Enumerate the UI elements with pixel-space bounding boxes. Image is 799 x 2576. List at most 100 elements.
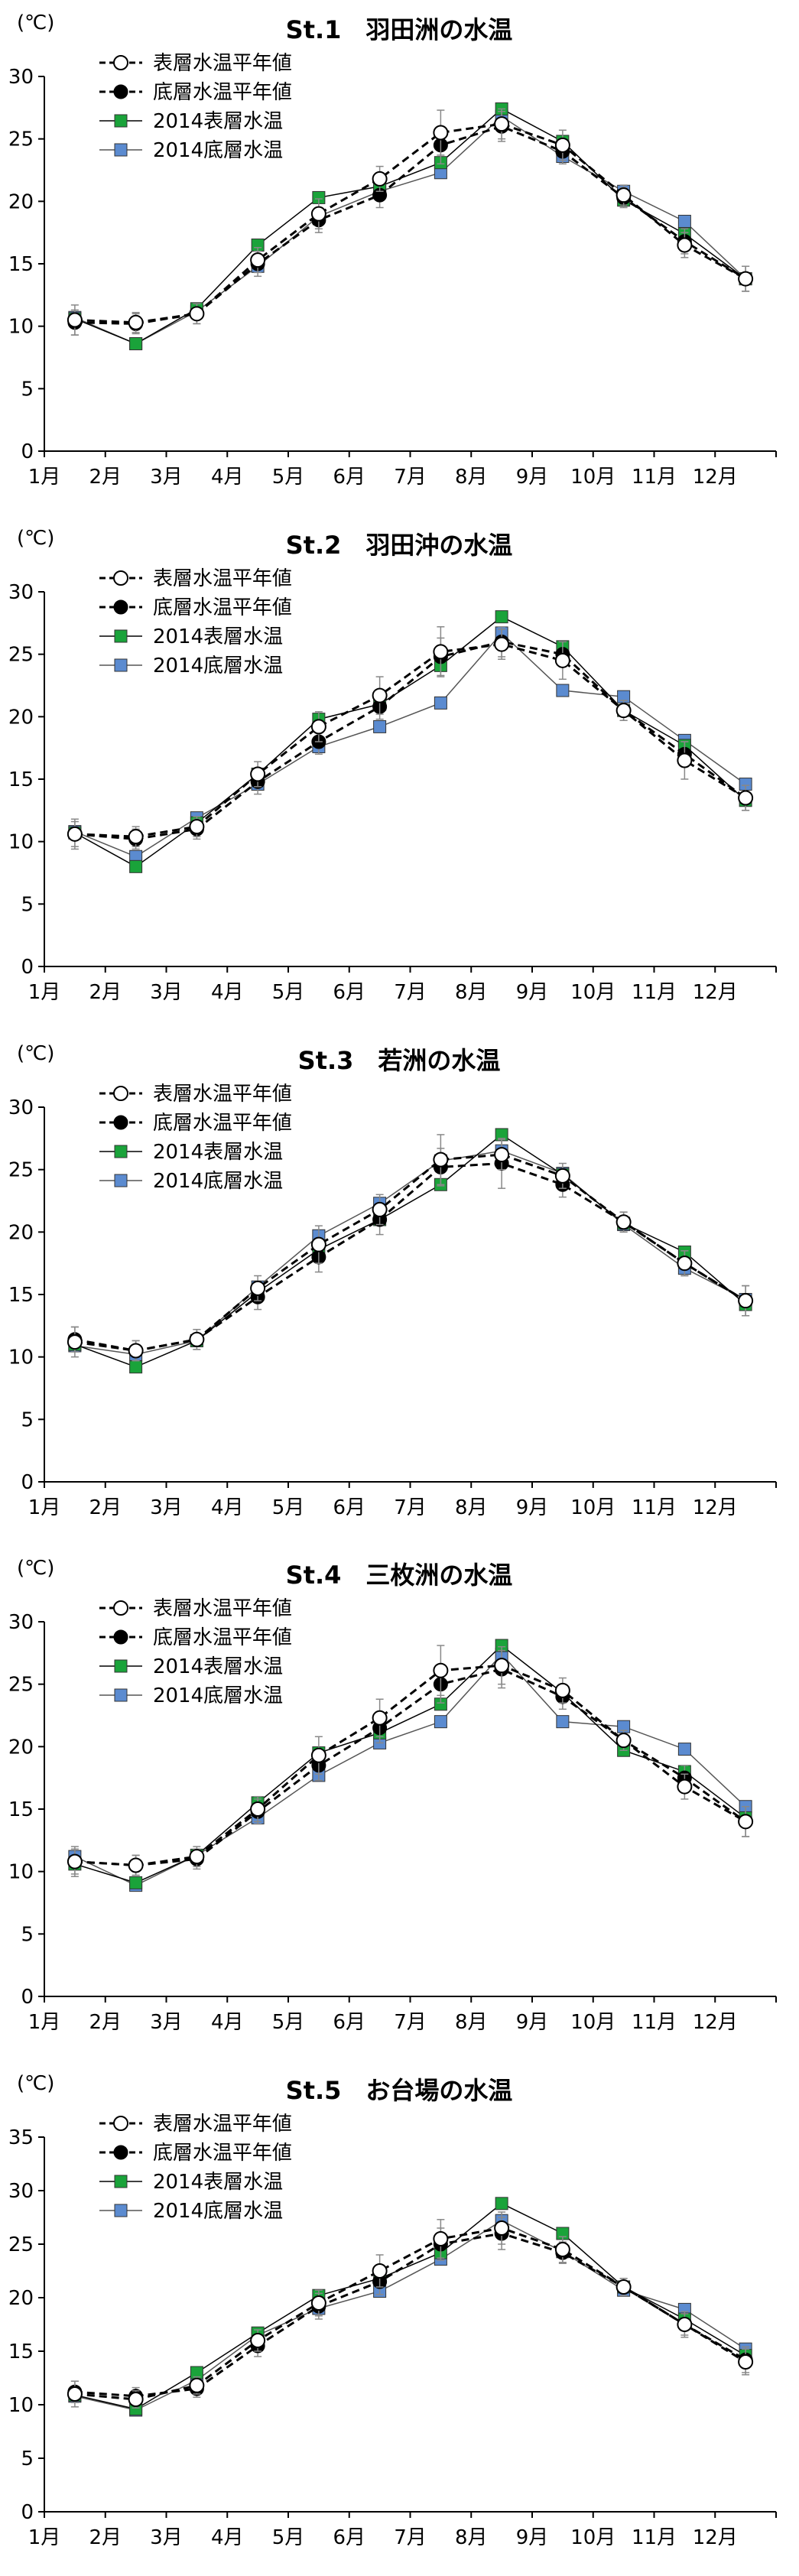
legend-marker [113,1085,129,1101]
x-tick-label: 8月 [455,1496,488,1519]
x-tick-label: 4月 [211,2526,244,2549]
data-point [67,1853,83,1869]
series-line [74,642,746,838]
series-1 [67,1133,754,1361]
y-tick-label: 35 [8,2126,34,2149]
legend-marker [114,143,128,157]
data-point [738,1292,754,1308]
legend-label: 表層水温平年値 [153,1597,292,1620]
legend-label: 2014表層水温 [153,1655,283,1678]
x-tick-label: 12月 [693,981,738,1004]
data-point [310,1748,326,1764]
legend-label: 底層水温平年値 [153,2142,292,2165]
y-tick-label: 10 [8,1346,34,1369]
y-tick-label: 15 [8,1284,34,1307]
legend-marker [113,84,128,99]
legend-entry-4: 2014底層水温 [99,2200,283,2223]
legend-marker [113,1115,128,1130]
x-tick-label: 1月 [28,2011,61,2034]
data-point [250,1280,266,1296]
unit-label: (℃) [17,2072,54,2095]
data-point [434,696,447,710]
series-1 [67,1645,754,1878]
data-point [677,1255,693,1271]
data-point [189,1331,205,1347]
legend-marker [114,114,128,128]
x-tick-label: 2月 [89,2526,122,2549]
x-tick-label: 8月 [455,2526,488,2549]
data-point [67,1333,83,1350]
x-tick-label: 11月 [632,981,677,1004]
data-point [128,314,144,330]
data-point [129,337,143,351]
data-point [372,171,388,187]
unit-label: (℃) [17,1557,54,1580]
y-tick-label: 15 [8,1798,34,1821]
y-tick-label: 20 [8,1736,34,1759]
y-tick-label: 30 [8,1096,34,1119]
legend-marker [113,1600,129,1616]
legend-entry-3: 2014表層水温 [99,1655,283,1678]
x-tick-label: 10月 [570,2526,615,2549]
y-tick-label: 5 [21,893,34,916]
data-point [677,1779,693,1795]
legend-entry-2: 底層水温平年値 [99,596,292,619]
x-tick-label: 12月 [693,466,738,489]
data-point [677,2317,693,2333]
legend-label: 底層水温平年値 [153,1626,292,1649]
data-point [495,2197,508,2211]
data-point [554,2242,570,2258]
data-point [554,137,570,153]
series-3 [68,609,752,873]
chart-panel-2: (℃) St.2 羽田沖の水温 0 5 10 15 20 25 30 1月 2月 3月 4月 5月 6月 7月… [8,527,777,1004]
data-point [738,2354,754,2370]
data-point [677,237,693,253]
legend-entry-1: 表層水温平年値 [99,1597,292,1620]
legend-label: 底層水温平年値 [153,81,292,104]
series-2 [67,2217,753,2405]
data-point [372,687,388,703]
x-tick-label: 10月 [570,1496,615,1519]
chart-title: St.1 羽田洲の水温 [286,15,513,44]
series-4 [68,2214,752,2417]
data-point [554,652,570,668]
legend-marker [113,2145,128,2160]
y-tick-label: 25 [8,2233,34,2256]
x-tick-label: 10月 [570,466,615,489]
legend-label: 2014底層水温 [153,2200,283,2223]
data-point [250,766,266,782]
data-point [677,214,691,228]
x-tick-label: 10月 [570,2011,615,2034]
legend-label: 2014底層水温 [153,655,283,677]
y-tick-label: 15 [8,768,34,791]
chart-panel-4: (℃) St.4 三枚洲の水温 0 5 10 15 20 25 30 1月 2月 3月 4月 5月 6月 7月… [8,1557,777,2034]
series-line [74,1668,746,1867]
data-point [556,1715,570,1729]
y-tick-label: 5 [21,1408,34,1431]
x-tick-label: 5月 [272,2011,305,2034]
x-tick-label: 1月 [28,466,61,489]
series-line [74,2203,746,2410]
data-point [433,1152,449,1168]
x-tick-label: 2月 [89,1496,122,1519]
legend-label: 2014底層水温 [153,1684,283,1707]
x-tick-label: 9月 [516,2526,549,2549]
series-3 [68,1128,752,1373]
legend-marker [113,570,129,586]
x-tick-label: 4月 [211,2011,244,2034]
series-line [74,1153,746,1352]
x-tick-label: 3月 [150,1496,183,1519]
x-tick-label: 4月 [211,1496,244,1519]
y-tick-label: 0 [21,440,34,463]
x-tick-label: 11月 [632,2526,677,2549]
legend-marker [113,54,129,70]
y-tick-label: 0 [21,1471,34,1494]
legend-entry-1: 表層水温平年値 [99,1083,292,1106]
data-point [129,859,143,873]
legend-label: 2014表層水温 [153,2171,283,2194]
legend-marker [113,1629,128,1645]
data-point [67,826,83,842]
series-1 [67,2211,754,2409]
legend-label: 表層水温平年値 [153,2113,292,2136]
legend-entry-3: 2014表層水温 [99,1141,283,1164]
